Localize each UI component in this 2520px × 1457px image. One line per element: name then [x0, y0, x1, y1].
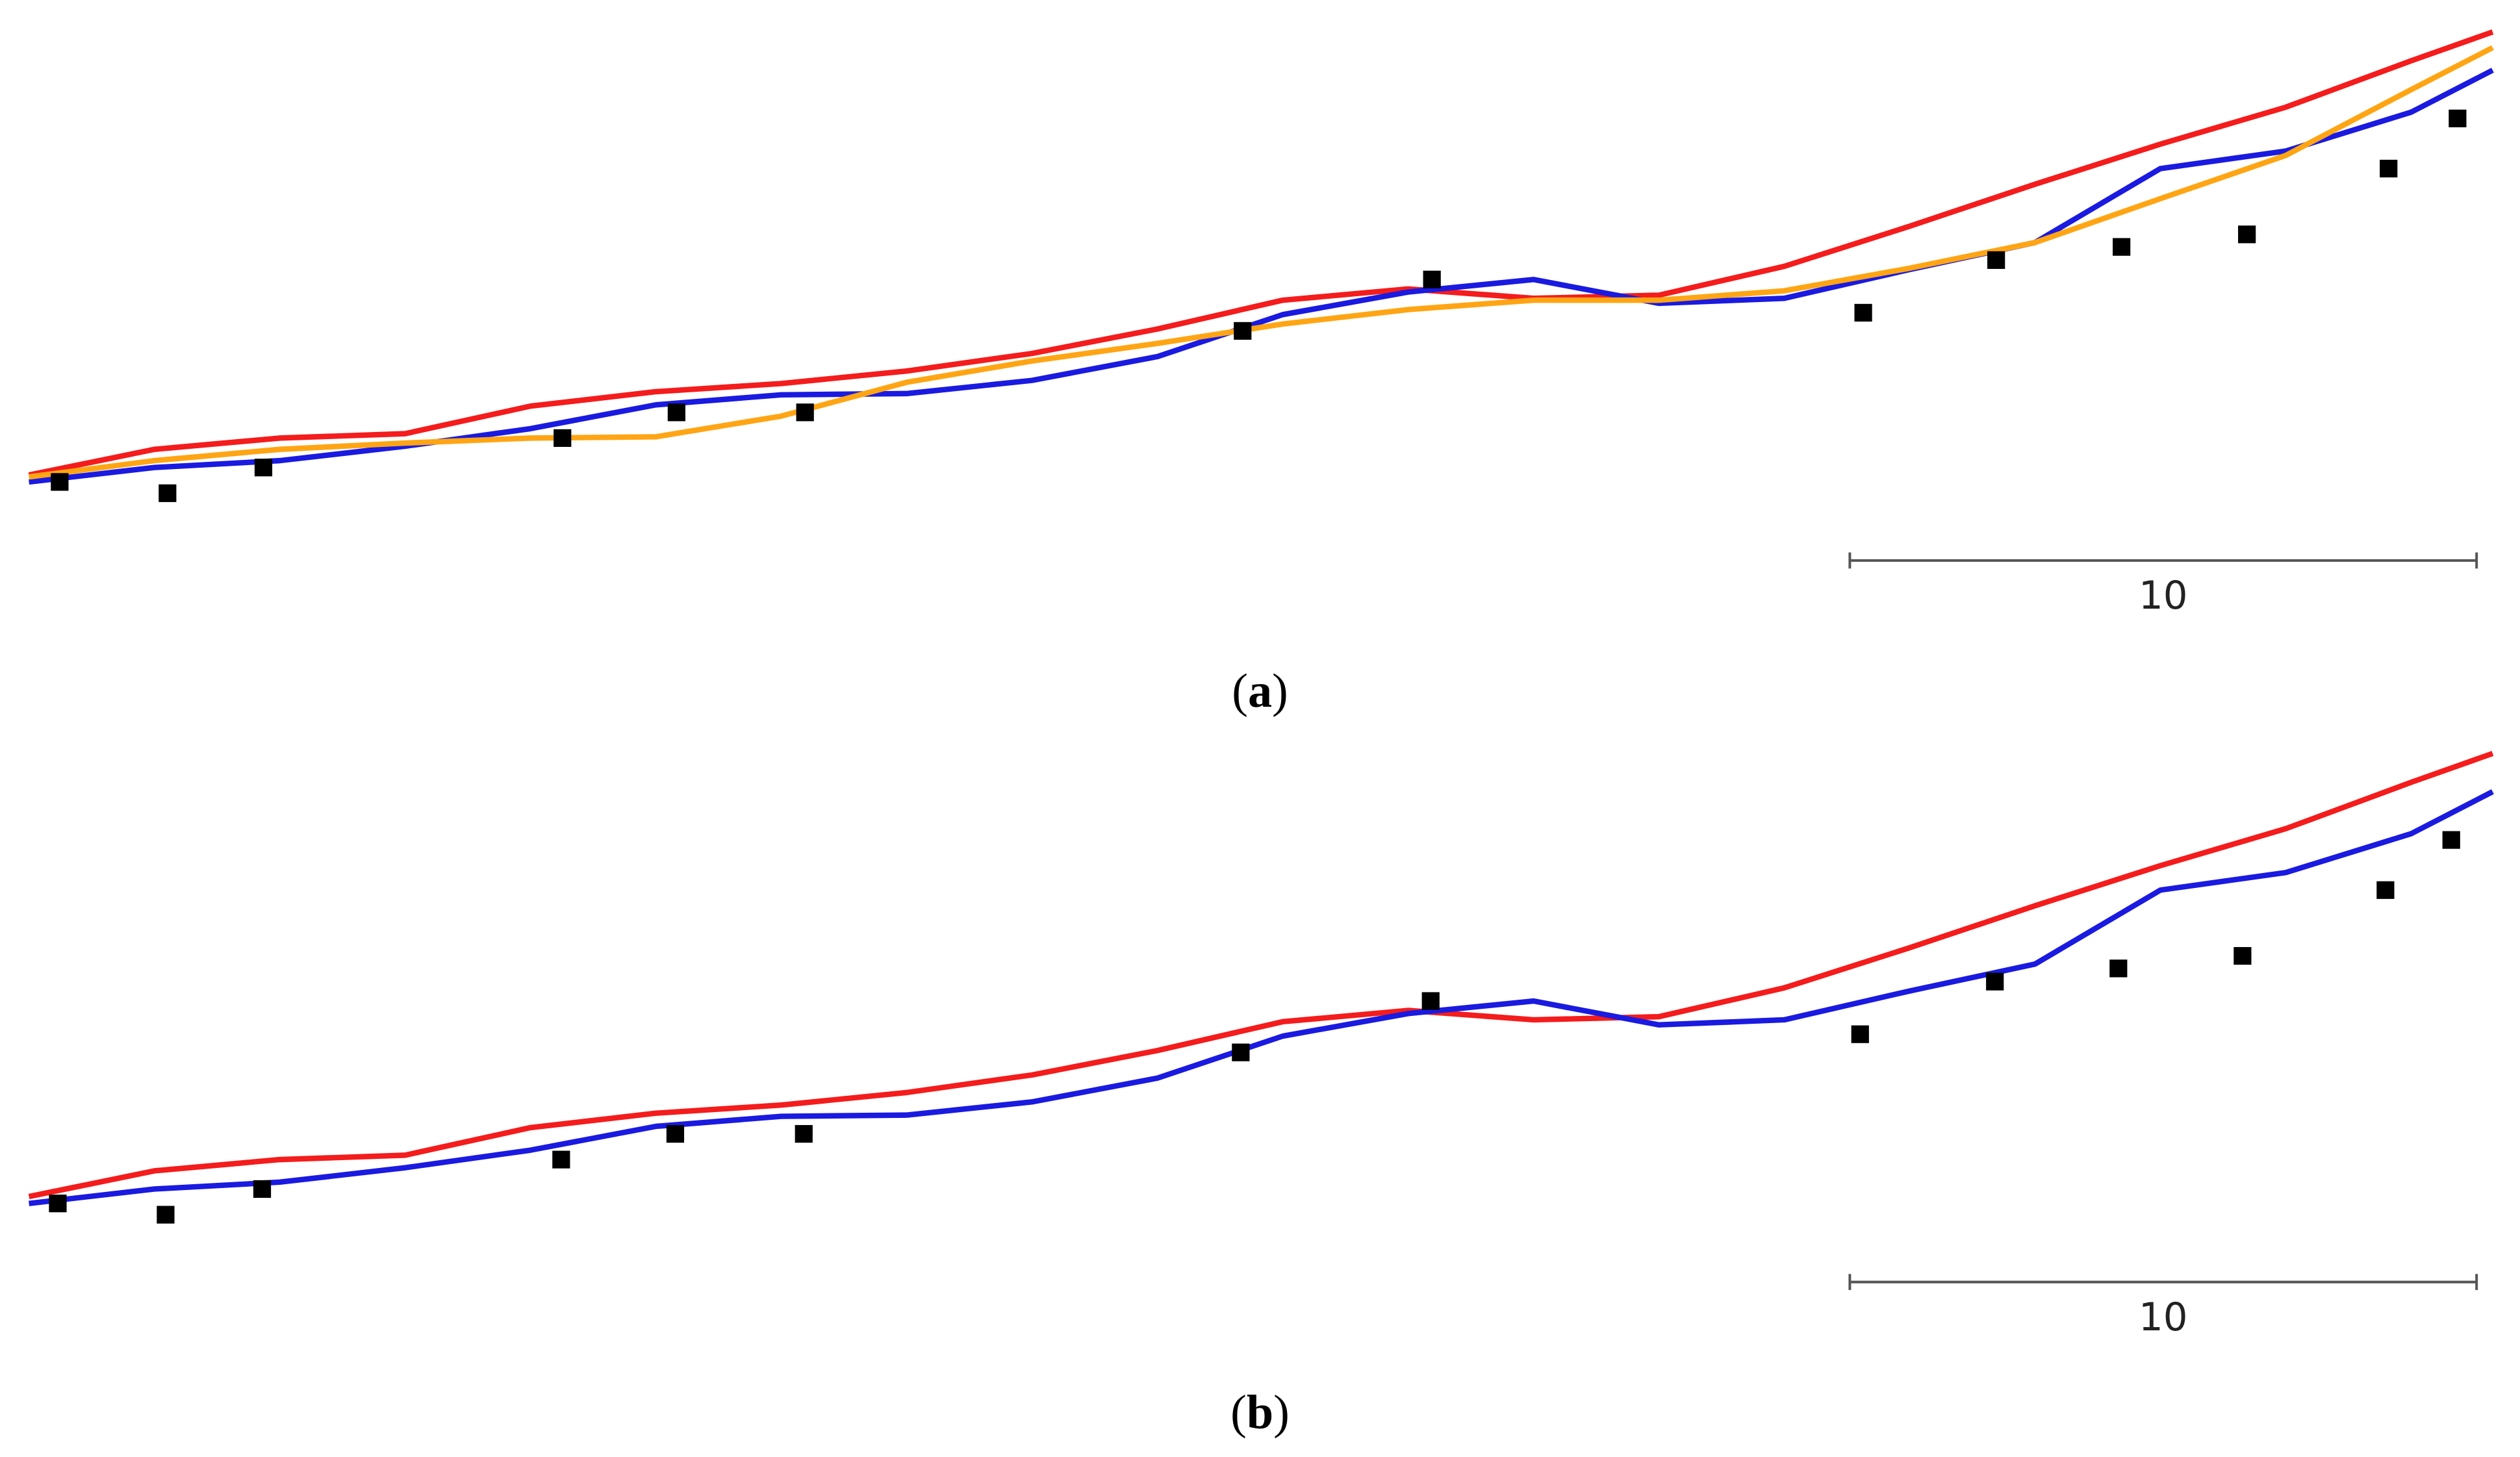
data-point	[666, 1124, 685, 1143]
data-point	[2234, 946, 2252, 965]
scale-bar-label: 10	[2139, 1295, 2188, 1340]
caption-part: )	[1272, 665, 1288, 718]
data-point	[1423, 270, 1441, 288]
data-point	[1851, 1025, 1869, 1043]
data-line	[28, 750, 2494, 1200]
data-point	[795, 1124, 813, 1143]
data-point	[2449, 109, 2467, 127]
data-point	[1854, 303, 1872, 322]
data-point	[2113, 238, 2131, 256]
data-point	[1234, 322, 1252, 340]
caption-part: b	[1247, 1386, 1273, 1439]
scale-bar-label: 10	[2139, 574, 2188, 618]
data-point	[49, 1195, 67, 1213]
data-line	[29, 68, 2494, 485]
data-point	[1232, 1043, 1250, 1061]
data-point	[157, 1206, 175, 1224]
data-point	[667, 403, 685, 422]
data-point	[552, 1150, 570, 1169]
caption: (a)	[1232, 665, 1288, 718]
data-line	[29, 789, 2494, 1206]
data-point	[253, 1180, 272, 1198]
data-point	[1421, 992, 1440, 1010]
data-point	[2442, 831, 2460, 849]
data-point	[2238, 225, 2256, 244]
caption-part: a	[1248, 665, 1272, 718]
data-point	[159, 484, 177, 502]
data-line	[28, 29, 2494, 478]
data-point	[554, 429, 572, 447]
caption-part: (	[1232, 665, 1248, 718]
data-point	[51, 473, 69, 491]
data-point	[254, 459, 273, 477]
caption-part: )	[1273, 1386, 1290, 1439]
caption: (b)	[1230, 1386, 1290, 1439]
caption-part: (	[1230, 1386, 1247, 1439]
data-point	[796, 403, 814, 422]
data-point	[2380, 159, 2398, 178]
data-point	[2109, 959, 2128, 978]
data-point	[1986, 972, 2004, 991]
data-point	[2376, 881, 2395, 899]
data-line	[29, 45, 2494, 480]
data-point	[1987, 251, 2005, 269]
